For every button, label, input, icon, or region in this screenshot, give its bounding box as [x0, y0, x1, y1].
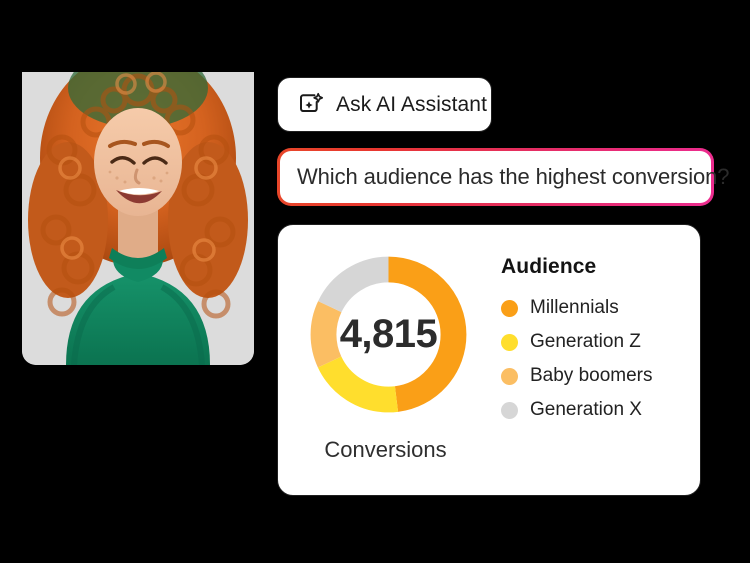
- photo-figure: [22, 30, 254, 365]
- conversions-chart-card: 4,815 Conversions Audience Millennials G…: [277, 224, 701, 496]
- legend-label-millennials: Millennials: [530, 297, 619, 318]
- legend-swatch-generation-x: [501, 401, 518, 419]
- prompt-input-value: Which audience has the highest conversio…: [297, 164, 730, 189]
- donut-segment-baby-boomers[interactable]: [310, 256, 467, 413]
- legend-item-millennials[interactable]: Millennials: [501, 291, 700, 325]
- person-photo-illustration: [22, 72, 254, 365]
- donut-segment-generation-x[interactable]: [310, 256, 467, 413]
- prompt-input[interactable]: Which audience has the highest conversio…: [280, 151, 730, 203]
- chart-legend: Audience Millennials Generation Z Baby b…: [493, 225, 700, 495]
- legend-label-baby-boomers: Baby boomers: [530, 365, 653, 386]
- ask-ai-assistant-label: Ask AI Assistant: [336, 92, 487, 116]
- legend-item-baby-boomers[interactable]: Baby boomers: [501, 359, 700, 393]
- donut-chart[interactable]: 4,815: [301, 247, 476, 422]
- legend-item-generation-z[interactable]: Generation Z: [501, 325, 700, 359]
- legend-label-generation-x: Generation X: [530, 399, 642, 420]
- ask-ai-assistant-button[interactable]: Ask AI Assistant: [277, 77, 492, 132]
- donut-chart-svg: [310, 256, 467, 413]
- legend-swatch-baby-boomers: [501, 367, 518, 385]
- donut-caption: Conversions: [324, 437, 447, 462]
- donut-segment-generation-z[interactable]: [310, 256, 467, 413]
- legend-title: Audience: [501, 255, 597, 278]
- legend-label-generation-z: Generation Z: [530, 331, 641, 352]
- donut-chart-region: 4,815 Conversions: [278, 225, 493, 495]
- legend-swatch-millennials: [501, 299, 518, 317]
- donut-center-value: 4,815: [339, 312, 438, 356]
- prompt-input-gradient-border: Which audience has the highest conversio…: [277, 148, 730, 206]
- legend-item-generation-x[interactable]: Generation X: [501, 393, 700, 427]
- ai-sparkle-icon: [300, 92, 324, 112]
- legend-swatch-generation-z: [501, 333, 518, 351]
